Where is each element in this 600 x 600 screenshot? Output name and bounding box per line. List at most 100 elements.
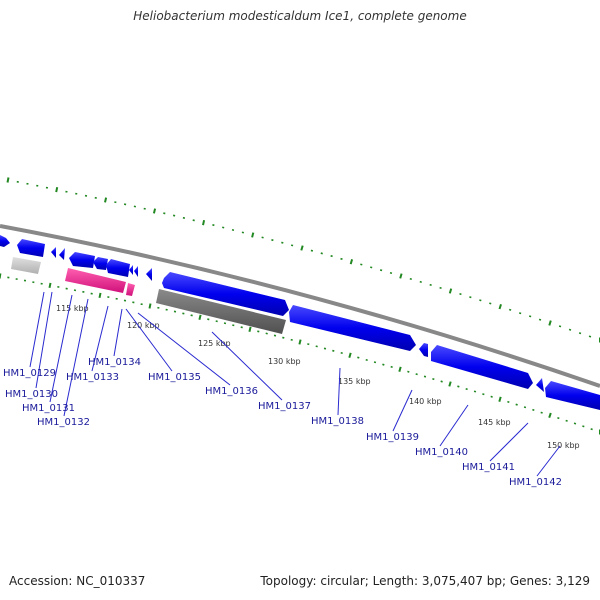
gene-label[interactable]: HM1_0130 xyxy=(5,389,58,400)
minor-tick xyxy=(469,296,472,299)
major-tick xyxy=(6,177,10,183)
gene-arrow[interactable] xyxy=(162,272,289,316)
gene-arrow[interactable] xyxy=(51,247,56,258)
kbp-label: 135 kbp xyxy=(338,377,371,386)
minor-tick xyxy=(490,395,493,398)
minor-tick xyxy=(540,411,543,414)
genome-summary: Topology: circular; Length: 3,075,407 bp… xyxy=(260,574,590,588)
major-tick xyxy=(349,259,354,265)
gene-arrow[interactable] xyxy=(289,305,416,351)
major-tick xyxy=(448,381,452,387)
major-tick xyxy=(48,282,52,288)
gene-label[interactable]: HM1_0138 xyxy=(311,416,364,427)
minor-tick xyxy=(320,252,323,255)
gene-arrow[interactable] xyxy=(69,252,95,268)
major-tick xyxy=(348,352,352,358)
gene-label[interactable]: HM1_0141 xyxy=(462,462,515,473)
kbp-label: 150 kbp xyxy=(547,441,580,450)
gene-label[interactable]: HM1_0137 xyxy=(258,401,311,412)
gene-arrow[interactable] xyxy=(431,345,533,389)
gene-arrow[interactable] xyxy=(129,265,133,275)
major-tick xyxy=(399,273,403,279)
minor-tick xyxy=(439,286,442,290)
gene-arrow[interactable] xyxy=(0,235,10,247)
minor-tick xyxy=(582,425,585,428)
major-tick xyxy=(104,197,108,203)
gene-arrow[interactable] xyxy=(126,283,135,296)
gene-label[interactable]: HM1_0133 xyxy=(66,372,119,383)
minor-tick xyxy=(508,308,512,311)
kbp-label: 145 kbp xyxy=(478,418,511,427)
minor-tick xyxy=(532,408,535,412)
minor-tick xyxy=(465,387,468,391)
major-tick xyxy=(298,339,302,345)
gene-label[interactable]: HM1_0140 xyxy=(415,447,468,458)
gene-leader-lines xyxy=(29,291,561,477)
minor-tick xyxy=(415,373,418,376)
minor-tick xyxy=(565,419,568,422)
minor-tick xyxy=(573,422,577,425)
minor-tick xyxy=(528,315,532,318)
minor-tick xyxy=(390,365,393,369)
major-tick xyxy=(498,303,502,310)
major-tick xyxy=(498,396,502,402)
gene-arrow[interactable] xyxy=(59,248,65,260)
gene-arrow[interactable] xyxy=(419,343,428,357)
minor-tick xyxy=(568,328,572,331)
gene-label[interactable]: HM1_0142 xyxy=(509,477,562,488)
minor-tick xyxy=(419,280,422,284)
gene-arrow[interactable] xyxy=(536,378,544,392)
kbp-label: 115 kbp xyxy=(56,304,89,313)
gene-label[interactable]: HM1_0134 xyxy=(88,357,141,368)
minor-tick xyxy=(590,428,593,431)
gene-arrow[interactable] xyxy=(11,257,41,274)
gene-label[interactable]: HM1_0131 xyxy=(22,403,75,414)
minor-tick xyxy=(489,302,492,305)
minor-tick xyxy=(515,403,518,406)
minor-tick xyxy=(432,377,435,381)
gene-arrow[interactable] xyxy=(134,266,138,277)
gene-arrow[interactable] xyxy=(93,257,108,270)
accession-label: Accession: NC_010337 xyxy=(9,574,146,588)
kbp-label: 140 kbp xyxy=(409,397,442,406)
major-tick xyxy=(251,232,255,238)
inner-tick-track xyxy=(0,273,600,435)
gene-features xyxy=(0,235,600,410)
major-tick xyxy=(398,366,402,372)
gene-label[interactable]: HM1_0132 xyxy=(37,417,90,428)
gene-label[interactable]: HM1_0139 xyxy=(366,432,419,443)
minor-tick xyxy=(518,312,522,315)
genome-title: Heliobacterium modesticaldum Ice1, compl… xyxy=(133,9,467,23)
minor-tick xyxy=(558,325,562,328)
major-tick xyxy=(55,187,59,193)
major-tick xyxy=(98,292,102,298)
minor-tick xyxy=(457,385,460,388)
minor-tick xyxy=(538,318,542,321)
minor-tick xyxy=(459,292,462,296)
major-tick xyxy=(202,219,206,226)
gene-arrow[interactable] xyxy=(156,289,286,334)
minor-tick xyxy=(429,283,432,287)
major-tick xyxy=(300,245,304,251)
minor-tick xyxy=(479,299,482,302)
minor-tick xyxy=(507,400,510,404)
kbp-label: 125 kbp xyxy=(198,339,231,348)
gene-label[interactable]: HM1_0135 xyxy=(148,372,201,383)
minor-tick xyxy=(482,393,485,396)
kbp-scale-labels: 115 kbp 120 kbp 125 kbp 130 kbp 135 kbp … xyxy=(56,304,580,450)
major-tick xyxy=(148,303,152,309)
gene-arrow[interactable] xyxy=(106,259,130,277)
major-tick xyxy=(198,314,202,321)
gene-arrow[interactable] xyxy=(545,381,600,410)
gene-arrow[interactable] xyxy=(146,268,152,281)
gene-label[interactable]: HM1_0129 xyxy=(3,368,56,379)
major-tick xyxy=(248,326,252,333)
gene-arrow[interactable] xyxy=(17,239,45,257)
minor-tick xyxy=(382,363,385,366)
minor-tick xyxy=(440,380,443,383)
gene-arrow[interactable] xyxy=(65,268,126,293)
minor-tick xyxy=(588,335,592,338)
outer-tick-track xyxy=(6,177,600,343)
gene-labels: HM1_0129 HM1_0130 HM1_0131 HM1_0132 HM1_… xyxy=(3,357,562,488)
gene-label[interactable]: HM1_0136 xyxy=(205,386,258,397)
